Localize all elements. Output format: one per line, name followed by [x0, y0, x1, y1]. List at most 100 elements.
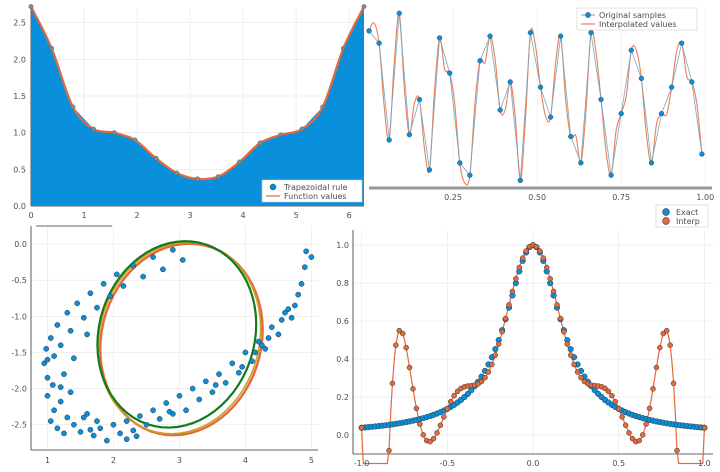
sample-point: [215, 174, 221, 180]
data-point: [71, 421, 77, 428]
data-point: [94, 418, 100, 424]
interp-point: [701, 424, 708, 431]
x-tick-label: 5: [294, 211, 299, 220]
data-point: [54, 322, 61, 328]
legend-marker-samples: [585, 12, 591, 18]
sample-point: [588, 30, 594, 36]
sample-point: [278, 132, 284, 138]
interp-point: [537, 248, 543, 254]
data-point: [282, 309, 288, 316]
sample-point: [608, 172, 614, 178]
data-point: [133, 433, 140, 440]
interp-point: [561, 329, 567, 335]
sample-point: [174, 170, 180, 176]
data-point: [117, 430, 123, 437]
data-point: [74, 300, 81, 307]
data-point: [292, 302, 298, 309]
data-point: [189, 385, 196, 392]
sample-point: [457, 160, 463, 166]
sample-point: [517, 177, 523, 184]
y-tick-label: 0.8: [336, 279, 349, 288]
sample-point: [49, 45, 55, 51]
data-point: [229, 360, 236, 367]
y-tick-label: -2.0: [11, 385, 27, 394]
x-tick-label: 1: [45, 456, 50, 465]
sample-point: [320, 104, 326, 110]
data-point: [100, 280, 107, 287]
data-point: [288, 314, 295, 321]
interp-point: [516, 264, 523, 271]
sample-point: [366, 28, 372, 34]
interp-point: [626, 430, 632, 436]
data-point: [252, 349, 259, 356]
data-point: [275, 331, 282, 338]
sample-point: [340, 45, 346, 51]
interp-point: [502, 315, 509, 322]
data-point: [242, 349, 249, 356]
data-point: [265, 335, 272, 341]
interp-point: [657, 344, 663, 351]
interp-point: [622, 422, 629, 428]
sample-point: [547, 114, 554, 120]
interp-point: [674, 447, 680, 454]
interp-point: [578, 374, 584, 381]
interp-point: [430, 435, 437, 442]
data-point: [44, 392, 51, 399]
interp-point: [667, 342, 673, 348]
sample-point: [658, 110, 665, 117]
data-point: [123, 436, 130, 443]
interp-point: [609, 392, 615, 399]
legend-marker-exact: [662, 208, 670, 216]
data-point: [67, 389, 74, 396]
interp-point: [413, 405, 420, 412]
sample-point: [507, 79, 513, 85]
data-point: [51, 407, 57, 414]
data-point: [57, 342, 64, 349]
interp-point: [605, 388, 612, 395]
interp-point: [506, 302, 512, 308]
x-tick-label: 1.0: [698, 459, 711, 468]
sample-point: [396, 10, 402, 16]
interp-point: [420, 432, 427, 438]
data-point: [262, 345, 269, 352]
y-tick-label: 1.0: [13, 129, 26, 138]
fit-ellipse-gold: [97, 241, 262, 435]
x-tick-label: 6: [347, 211, 352, 220]
panel-ellipse-fit: [30, 225, 318, 451]
y-tick-label: 2.0: [13, 55, 26, 64]
sample-point: [578, 160, 584, 166]
sample-point: [638, 75, 644, 82]
data-point: [166, 408, 173, 415]
data-point: [278, 317, 285, 323]
x-tick-label: 0.0: [527, 459, 540, 468]
data-point: [47, 335, 54, 341]
data-point: [176, 392, 183, 399]
interp-point: [643, 421, 649, 427]
data-point: [97, 425, 104, 432]
x-tick-label: 2: [111, 456, 116, 465]
interp-point: [615, 406, 622, 412]
data-point: [160, 266, 166, 273]
interp-point: [403, 344, 409, 351]
sample-point: [568, 133, 574, 140]
data-point: [57, 384, 64, 390]
data-point: [80, 314, 87, 321]
data-point: [140, 273, 147, 280]
sample-point: [628, 47, 634, 53]
legend-runge: Exact Interp: [655, 204, 709, 228]
legend-label: Exact: [676, 208, 698, 217]
data-point: [150, 254, 156, 260]
interp-point: [533, 243, 540, 250]
legend-label: Trapezoidal rule: [283, 183, 348, 192]
exact-point: [567, 346, 574, 353]
data-point: [80, 414, 87, 421]
data-point: [209, 389, 216, 396]
data-point: [183, 407, 189, 414]
data-point: [57, 398, 64, 405]
data-point: [47, 418, 54, 424]
data-point: [285, 306, 292, 312]
data-point: [41, 360, 48, 367]
interp-point: [612, 398, 619, 405]
data-point: [71, 355, 77, 362]
data-point: [239, 364, 245, 370]
